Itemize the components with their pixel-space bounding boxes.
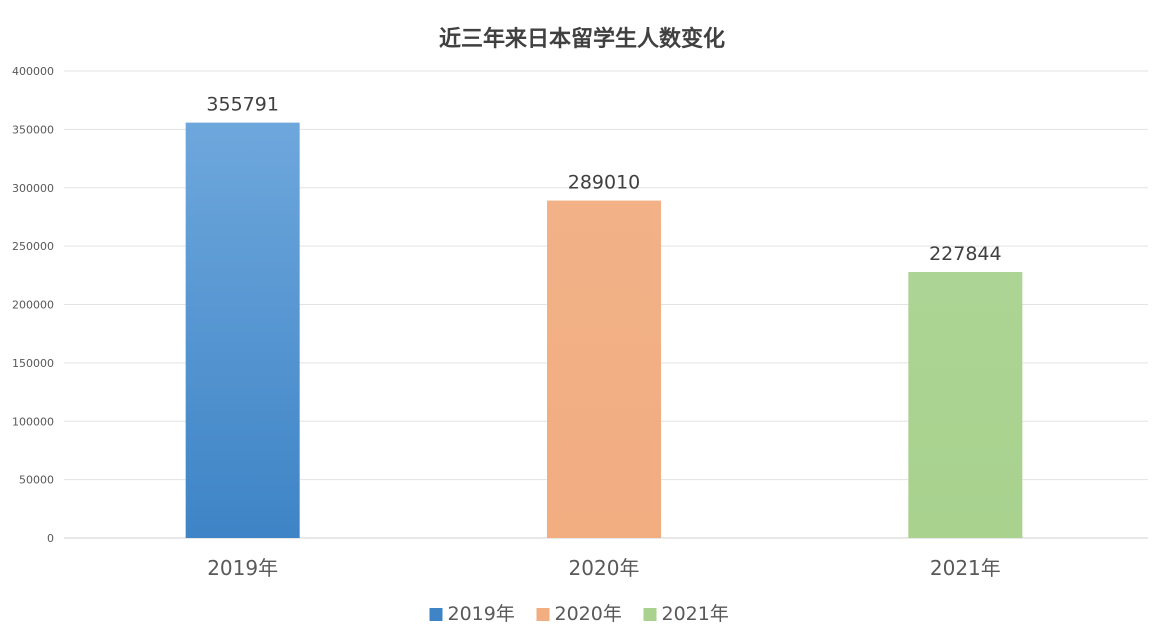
x-tick-label-2: 2021年: [930, 556, 1001, 580]
bar-0: [185, 122, 300, 538]
legend-label-2: 2021年: [662, 603, 729, 625]
legend[interactable]: 2019年 2020年 2021年: [429, 603, 729, 625]
legend-swatch-1: [536, 608, 550, 621]
x-axis-ticks: 2019年 2020年 2021年: [207, 556, 1001, 580]
legend-swatch-0: [429, 608, 443, 621]
x-tick-label-1: 2020年: [569, 556, 640, 580]
y-tick-label: 100000: [12, 415, 54, 428]
legend-label-0: 2019年: [448, 603, 515, 625]
y-tick-label: 400000: [12, 65, 54, 78]
y-tick-label: 200000: [12, 299, 54, 312]
y-tick-label: 50000: [19, 474, 54, 487]
chart-title: 近三年来日本留学生人数变化: [439, 26, 725, 52]
legend-label-1: 2020年: [555, 603, 622, 625]
y-tick-label: 300000: [12, 182, 54, 195]
y-tick-label: 150000: [12, 357, 54, 370]
legend-item-1[interactable]: 2020年: [536, 603, 622, 625]
bars: [185, 122, 1023, 539]
data-label-2: 227844: [929, 243, 1002, 265]
x-tick-label-0: 2019年: [207, 556, 278, 580]
bar-2: [908, 271, 1023, 538]
y-tick-label: 0: [47, 532, 54, 545]
legend-swatch-2: [643, 608, 657, 621]
data-label-1: 289010: [568, 172, 641, 194]
y-tick-label: 350000: [12, 123, 54, 136]
y-axis-ticks: 0 50000 100000 150000 200000 250000 300000 3500…: [12, 65, 54, 545]
bar-1: [547, 200, 661, 539]
data-labels: 355791 289010 227844: [206, 94, 1001, 265]
legend-item-0[interactable]: 2019年: [429, 603, 515, 625]
y-tick-label: 250000: [12, 240, 54, 253]
legend-item-2[interactable]: 2021年: [643, 603, 729, 625]
data-label-0: 355791: [206, 94, 279, 116]
